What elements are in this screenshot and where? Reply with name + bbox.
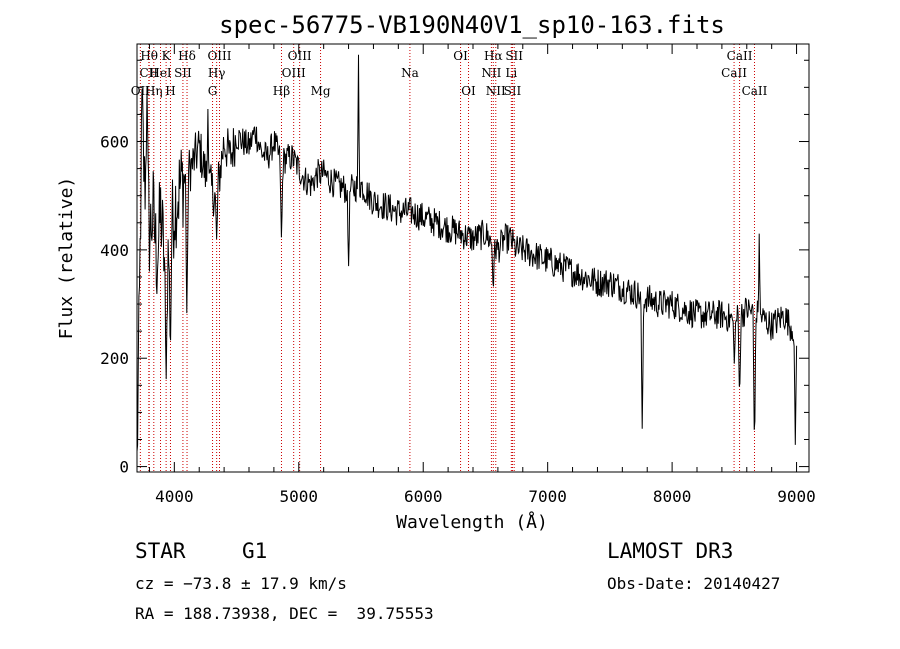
line-label-23: SII — [504, 84, 522, 98]
x-tick-label-1: 5000 — [280, 487, 319, 506]
line-label-27: CaII — [742, 84, 768, 98]
line-label-21: NII — [486, 84, 506, 98]
line-label-10: Hγ — [208, 66, 226, 80]
line-label-1: CII — [139, 66, 158, 80]
line-label-6: H — [165, 84, 175, 98]
y-tick-label-0: 0 — [119, 458, 129, 477]
line-label-24: SII — [505, 49, 523, 63]
x-tick-label-0: 4000 — [155, 487, 194, 506]
sky-coordinates: RA = 188.73938, DEC = 39.75553 — [135, 604, 434, 623]
line-label-22: Li — [505, 66, 517, 80]
line-label-5: K — [162, 49, 172, 63]
y-axis-label: Flux (relative) — [56, 177, 77, 340]
survey-name: LAMOST DR3 — [607, 539, 734, 563]
plot-frame — [136, 43, 810, 473]
x-tick-label-5: 9000 — [777, 487, 816, 506]
line-label-3: Hη — [145, 84, 163, 98]
line-label-11: G — [208, 84, 218, 98]
chart-title: spec-56775-VB190N40V1_sp10-163.fits — [219, 11, 725, 39]
line-label-25: CaII — [721, 66, 747, 80]
line-label-16: Na — [401, 66, 419, 80]
line-label-20: Hα — [484, 49, 503, 63]
line-label-4: HeI — [149, 66, 172, 80]
line-label-9: OIII — [207, 49, 231, 63]
y-tick-label-2: 400 — [100, 241, 129, 260]
x-tick-label-3: 7000 — [528, 487, 567, 506]
line-label-18: OI — [461, 84, 476, 98]
x-tick-label-2: 6000 — [404, 487, 443, 506]
x-tick-label-4: 8000 — [653, 487, 692, 506]
line-label-15: Mg — [311, 84, 331, 98]
redshift-velocity: cz = −73.8 ± 17.9 km/s — [135, 574, 347, 593]
line-label-13: OIII — [282, 66, 306, 80]
spectrum-curve-group — [136, 54, 798, 452]
line-label-8: Hδ — [178, 49, 196, 63]
spectrum-curve — [136, 54, 798, 452]
object-class: STAR — [135, 539, 186, 563]
x-axis-label: Wavelength (Å) — [396, 511, 548, 533]
line-label-19: NII — [481, 66, 501, 80]
axis-ticks: 4000 5000 6000 7000 8000 9000 0 200 400 600 — [100, 44, 816, 506]
line-label-26: CaII — [727, 49, 753, 63]
line-label-12: Hβ — [273, 84, 290, 98]
line-label-7: SII — [174, 66, 192, 80]
y-tick-label-3: 600 — [100, 133, 129, 152]
y-tick-label-1: 200 — [100, 349, 129, 368]
line-label-2: OII — [131, 84, 151, 98]
object-subclass: G1 — [242, 539, 268, 563]
line-label-17: OI — [453, 49, 468, 63]
line-label-14: OIII — [288, 49, 312, 63]
observation-date: Obs-Date: 20140427 — [607, 574, 781, 593]
